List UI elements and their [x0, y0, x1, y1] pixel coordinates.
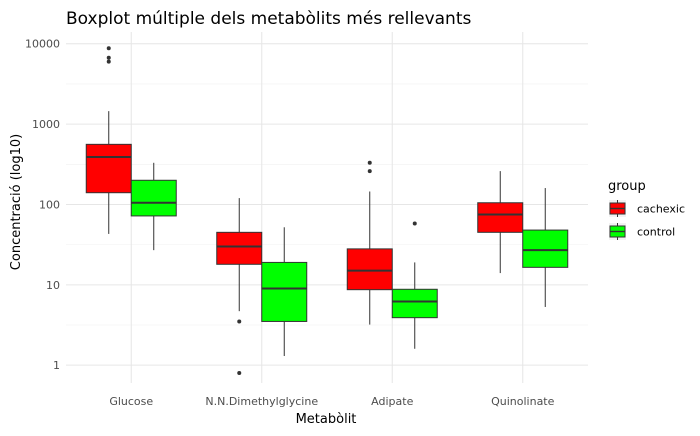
legend: group cachexic control	[608, 179, 685, 240]
y-tick-label: 10000	[25, 38, 60, 51]
box-control-Adipate	[391, 221, 438, 349]
box-group	[85, 46, 569, 375]
outlier-point	[237, 370, 242, 375]
x-tick-label: Quinolinate	[491, 395, 555, 408]
outlier-point	[106, 55, 111, 60]
box-control-Glucose	[130, 162, 177, 251]
y-tick-label: 100	[39, 198, 60, 211]
x-tick-label: N.N.Dimethylglycine	[205, 395, 318, 408]
box-cachexic-Quinolinate	[477, 171, 524, 274]
box-iqr	[522, 229, 569, 268]
legend-label: control	[637, 226, 675, 239]
box-iqr	[130, 179, 177, 217]
box-control-N.N.Dimethylglycine	[261, 227, 308, 357]
y-tick-label: 1	[53, 359, 60, 372]
box-iqr	[391, 288, 438, 319]
y-axis-ticks: 1 10 100 1000 10000	[25, 38, 60, 372]
box-iqr	[477, 202, 524, 233]
legend-title: group	[608, 179, 646, 194]
outlier-point	[106, 59, 111, 64]
box-control-Quinolinate	[522, 188, 569, 307]
outlier-point	[237, 319, 242, 324]
outlier-point	[367, 169, 372, 174]
box-iqr	[346, 248, 393, 291]
y-axis-label: Concentració (log10)	[9, 134, 24, 270]
outlier-point	[412, 221, 417, 226]
box-iqr	[216, 231, 263, 265]
legend-label: cachexic	[637, 203, 685, 216]
box-cachexic-Glucose	[85, 46, 132, 234]
y-tick-label: 10	[46, 279, 60, 292]
outlier-point	[106, 46, 111, 51]
x-tick-label: Glucose	[109, 395, 153, 408]
box-iqr	[85, 143, 132, 194]
x-axis-label: Metabòlit	[296, 412, 357, 427]
chart-title: Boxplot múltiple dels metabòlits més rel…	[66, 9, 471, 29]
box-cachexic-N.N.Dimethylglycine	[216, 198, 263, 375]
outlier-point	[367, 160, 372, 165]
x-axis-ticks: Glucose N.N.Dimethylglycine Adipate Quinoli…	[109, 395, 554, 408]
y-tick-label: 1000	[32, 118, 60, 131]
box-iqr	[261, 261, 308, 322]
legend-key-control: control	[609, 223, 675, 240]
legend-key-cachexic: cachexic	[609, 200, 685, 217]
box-cachexic-Adipate	[346, 160, 393, 325]
x-tick-label: Adipate	[371, 395, 413, 408]
